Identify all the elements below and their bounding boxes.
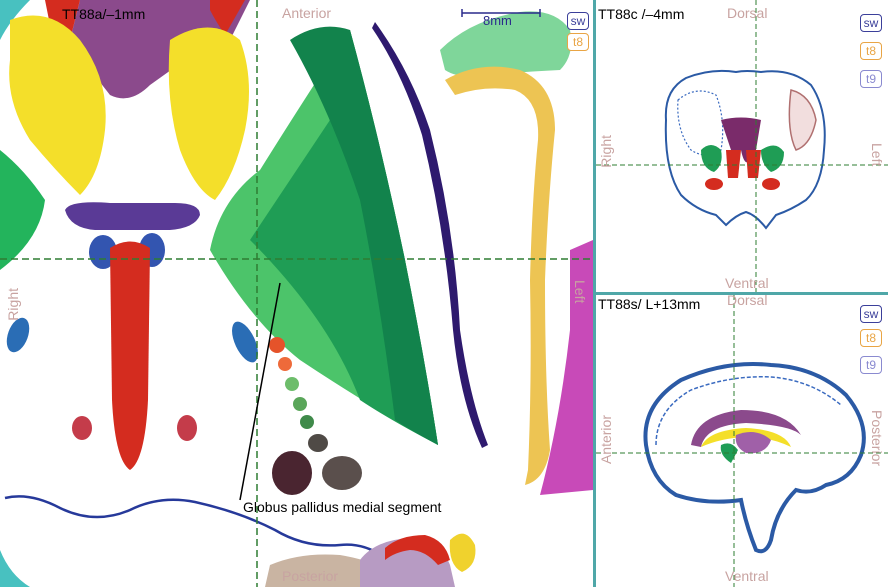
orientation-right-label: Right [598, 135, 614, 168]
orientation-anterior-label: Anterior [282, 5, 332, 21]
structure-label: Globus pallidus medial segment [243, 499, 442, 515]
orientation-dorsal-label: Dorsal [727, 295, 768, 308]
sagittal-view-panel[interactable]: TT88s/ L+13mm Dorsal Ventral Anterior Po… [596, 295, 888, 587]
sagittal-brain-map[interactable] [596, 295, 888, 587]
coronal-view-panel[interactable]: TT88c /–4mm Dorsal Ventral Right Left sw… [596, 0, 888, 292]
orientation-right-label: Right [5, 288, 21, 321]
atlas-t8-toggle[interactable]: t8 [860, 329, 882, 347]
orientation-ventral-label: Ventral [725, 275, 769, 291]
axial-view-panel[interactable]: TT88a/–1mm Anterior Posterior Right Left… [0, 0, 593, 587]
atlas-sw-toggle[interactable]: sw [860, 14, 882, 32]
coronal-panel-title: TT88c /–4mm [598, 6, 685, 22]
atlas-sw-toggle[interactable]: sw [860, 305, 882, 323]
atlas-sw-toggle[interactable]: sw [567, 12, 589, 30]
coronal-brain-map[interactable] [596, 0, 888, 292]
orientation-left-label: Left [572, 280, 588, 304]
axial-brain-map[interactable] [0, 0, 593, 587]
atlas-t9-toggle[interactable]: t9 [860, 70, 882, 88]
scale-bar-label: 8mm [483, 13, 512, 28]
sagittal-panel-title: TT88s/ L+13mm [598, 296, 701, 312]
orientation-left-label: Left [869, 143, 885, 167]
horizontal-divider [596, 292, 888, 295]
orientation-dorsal-label: Dorsal [727, 5, 768, 21]
orientation-anterior-label: Anterior [598, 415, 614, 465]
axial-panel-title: TT88a/–1mm [62, 6, 146, 22]
atlas-t8-toggle[interactable]: t8 [860, 42, 882, 60]
orientation-ventral-label: Ventral [725, 568, 769, 584]
orientation-posterior-label: Posterior [869, 410, 885, 467]
atlas-t9-toggle[interactable]: t9 [860, 356, 882, 374]
orientation-posterior-label: Posterior [282, 568, 339, 584]
vertical-divider [593, 0, 596, 587]
atlas-t8-toggle[interactable]: t8 [567, 33, 589, 51]
